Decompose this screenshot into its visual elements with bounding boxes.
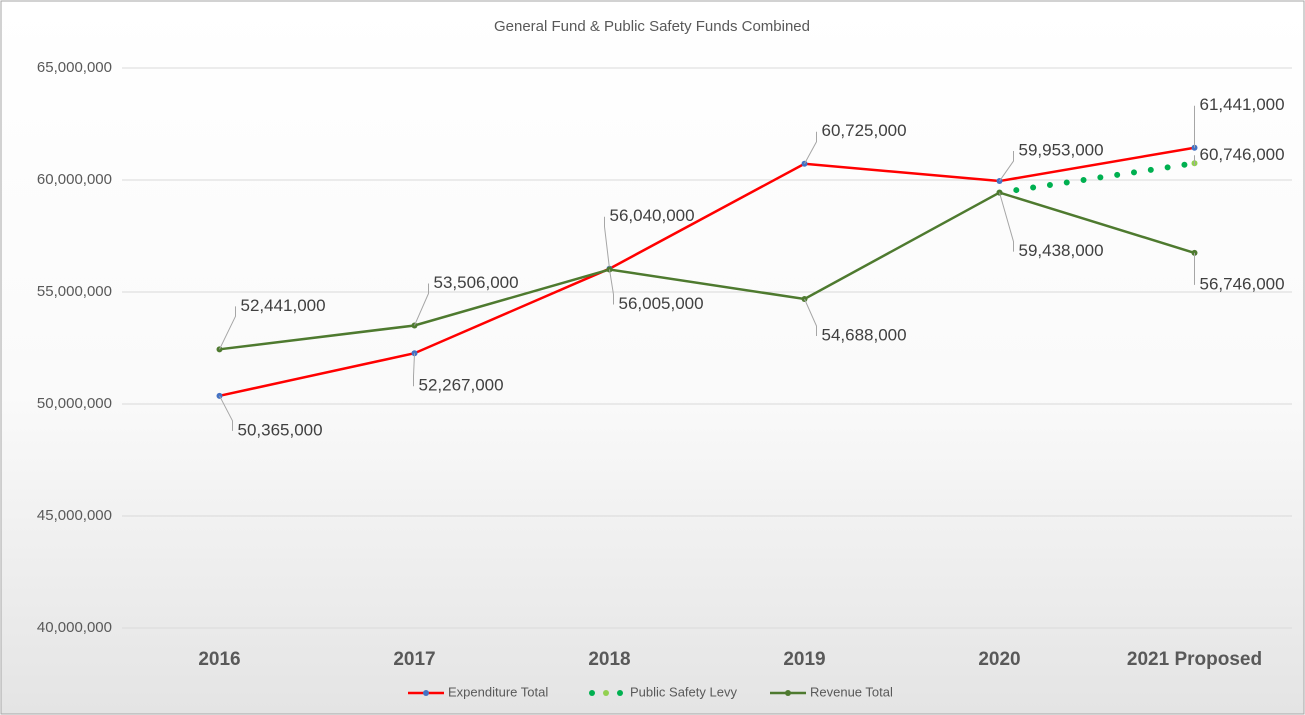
data-label: 50,365,000 <box>238 420 323 439</box>
series-line <box>219 191 1195 351</box>
data-label: 59,953,000 <box>1019 141 1104 160</box>
legend-swatch <box>785 690 791 696</box>
legend-swatch <box>589 690 595 696</box>
leader-line <box>999 151 1014 182</box>
data-label: 52,267,000 <box>419 376 504 395</box>
chart-title: General Fund & Public Safety Funds Combi… <box>494 18 810 35</box>
leader-line <box>604 216 610 269</box>
legend-label: Public Safety Levy <box>630 684 737 699</box>
data-label: 60,725,000 <box>822 121 907 140</box>
leader-line <box>804 131 817 164</box>
data-label: 60,746,000 <box>1200 145 1285 164</box>
legend-swatch <box>617 690 623 696</box>
series-line <box>219 146 1195 398</box>
data-label: 56,005,000 <box>619 294 704 313</box>
data-label: 56,040,000 <box>610 206 695 225</box>
y-tick-label: 40,000,000 <box>37 619 112 636</box>
leader-line <box>219 306 236 350</box>
leader-line <box>609 269 614 305</box>
leader-line <box>999 192 1014 252</box>
x-tick-label: 2019 <box>783 649 825 670</box>
data-label: 56,746,000 <box>1200 274 1285 293</box>
data-label: 54,688,000 <box>822 325 907 344</box>
x-tick-label: 2016 <box>198 649 240 670</box>
y-tick-label: 60,000,000 <box>37 171 112 188</box>
data-label: 53,506,000 <box>434 273 519 292</box>
x-tick-label: 2021 Proposed <box>1127 649 1262 670</box>
leader-line <box>804 298 817 336</box>
x-tick-label: 2017 <box>393 649 435 670</box>
x-tick-label: 2018 <box>588 649 630 670</box>
leader-line <box>219 395 233 431</box>
legend-label: Expenditure Total <box>448 684 548 699</box>
y-tick-label: 45,000,000 <box>37 507 112 524</box>
leader-line <box>413 353 415 387</box>
series-line <box>996 160 1198 196</box>
data-label: 52,441,000 <box>241 296 326 315</box>
y-tick-label: 65,000,000 <box>37 59 112 76</box>
leader-line <box>414 283 429 326</box>
legend-swatch <box>423 690 429 696</box>
x-tick-label: 2020 <box>978 649 1020 670</box>
data-label: 61,441,000 <box>1200 95 1285 114</box>
y-tick-label: 50,000,000 <box>37 395 112 412</box>
y-tick-label: 55,000,000 <box>37 283 112 300</box>
legend-label: Revenue Total <box>810 684 893 699</box>
legend-swatch <box>603 690 609 696</box>
data-label: 59,438,000 <box>1019 241 1104 260</box>
